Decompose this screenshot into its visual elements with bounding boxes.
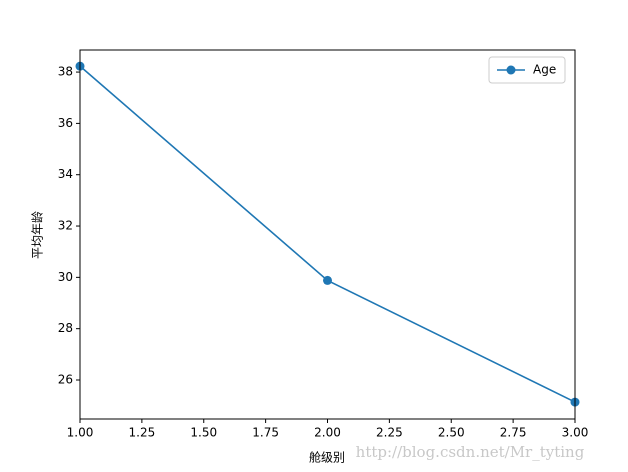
x-tick-label: 1.25 [129, 426, 156, 440]
y-tick-label: 30 [58, 270, 73, 284]
legend-box [488, 56, 566, 84]
y-tick-label: 28 [58, 321, 73, 335]
x-tick-label: 1.00 [67, 426, 94, 440]
legend-marker [506, 65, 516, 75]
x-tick-label: 2.50 [438, 426, 465, 440]
marker [323, 275, 332, 285]
plot-frame [79, 49, 576, 420]
x-tick-label: 2.75 [500, 426, 527, 440]
y-tick-label: 32 [58, 219, 73, 233]
y-tick-label: 26 [58, 372, 73, 386]
y-axis-label: 平均年龄 [31, 211, 45, 259]
x-tick-label: 3.00 [562, 426, 589, 440]
y-tick-label: 36 [58, 116, 73, 130]
x-axis-label: 舱级别 [309, 451, 345, 465]
y-tick-label: 38 [58, 65, 73, 79]
x-tick-label: 1.75 [252, 426, 279, 440]
legend-label: Age [533, 63, 556, 77]
x-tick-label: 1.50 [190, 426, 217, 440]
x-tick-label: 2.25 [376, 426, 403, 440]
x-tick-label: 2.00 [314, 426, 341, 440]
y-tick-label: 34 [58, 167, 73, 181]
watermark: http://blog.csdn.net/Mr_tyting [356, 443, 585, 461]
